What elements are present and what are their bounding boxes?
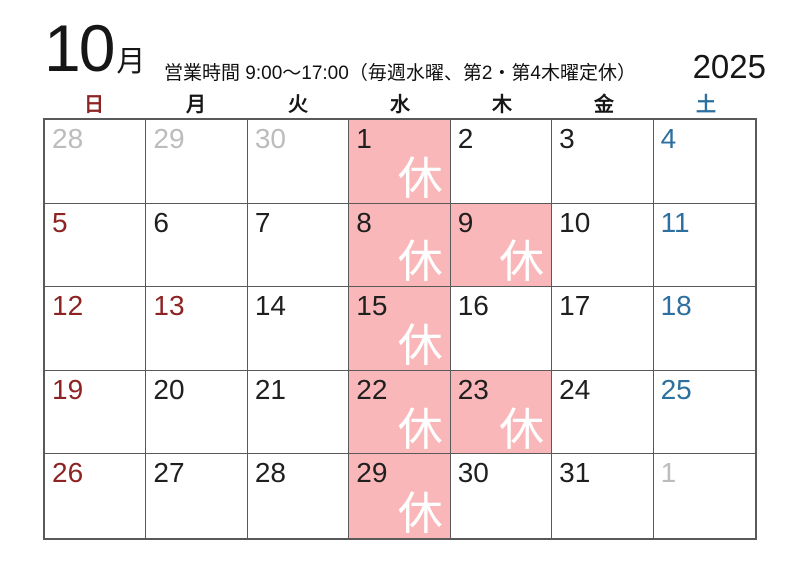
day-cell: 4 bbox=[653, 120, 755, 204]
closed-mark: 休 bbox=[397, 320, 443, 372]
day-number: 2 bbox=[457, 123, 474, 154]
day-number: 16 bbox=[457, 290, 489, 322]
day-number: 23 bbox=[457, 373, 489, 405]
day-number: 28 bbox=[254, 457, 286, 489]
day-number: 29 bbox=[356, 457, 388, 489]
day-number: 24 bbox=[559, 373, 591, 405]
day-number: 6 bbox=[153, 206, 169, 238]
closed-mark: 休 bbox=[397, 403, 443, 455]
day-cell: 14 bbox=[247, 287, 350, 371]
day-number: 27 bbox=[153, 457, 185, 489]
day-cell: 29 休 bbox=[349, 454, 451, 540]
day-cell: 30 bbox=[450, 454, 553, 538]
day-number: 29 bbox=[153, 123, 185, 154]
day-number: 18 bbox=[660, 290, 692, 322]
weekday-label-sun: 日 bbox=[84, 94, 104, 116]
day-cell: 6 bbox=[146, 203, 248, 288]
day-cell: 22 休 bbox=[349, 370, 451, 455]
day-number: 17 bbox=[559, 290, 591, 322]
day-cell: 27 bbox=[146, 454, 248, 538]
day-number: 13 bbox=[153, 290, 185, 322]
weekday-label-wed: 水 bbox=[390, 94, 410, 116]
day-cell: 13 bbox=[146, 287, 248, 371]
weekday-label-mon: 月 bbox=[186, 94, 206, 116]
weekday-label-thu: 木 bbox=[492, 94, 512, 116]
day-cell: 28 bbox=[45, 120, 147, 204]
day-number: 9 bbox=[457, 206, 474, 238]
day-cell: 16 bbox=[450, 287, 553, 371]
day-number: 14 bbox=[254, 290, 286, 322]
day-cell: 17 bbox=[552, 287, 654, 371]
day-cell: 28 bbox=[247, 454, 350, 538]
weekday-label-fri: 金 bbox=[594, 94, 614, 116]
day-cell: 7 bbox=[247, 203, 350, 288]
day-number: 30 bbox=[457, 457, 489, 489]
weekday-label-sat: 土 bbox=[696, 94, 716, 116]
day-number: 25 bbox=[660, 373, 692, 405]
weekday-header-row: 日 月 火 水 木 金 土 bbox=[43, 88, 757, 117]
closed-mark: 休 bbox=[499, 403, 545, 455]
day-number: 30 bbox=[254, 123, 286, 154]
closed-mark: 休 bbox=[397, 488, 443, 540]
day-cell: 18 bbox=[653, 287, 755, 371]
day-number: 1 bbox=[356, 123, 372, 154]
month-unit-kanji: 月 bbox=[116, 46, 146, 78]
year-label: 2025 bbox=[692, 48, 766, 85]
business-hours-text: 営業時間 9:00～17:00（毎週水曜、第2・第4木曜定休） bbox=[164, 63, 636, 84]
month-number: 10 bbox=[44, 11, 115, 85]
day-cell: 11 bbox=[653, 203, 755, 288]
day-number: 31 bbox=[559, 457, 591, 489]
day-cell: 1 bbox=[653, 454, 755, 538]
day-number: 21 bbox=[254, 373, 286, 405]
day-cell: 19 bbox=[45, 370, 147, 455]
day-number: 1 bbox=[660, 457, 677, 489]
day-cell: 5 bbox=[45, 203, 147, 288]
day-number: 22 bbox=[356, 373, 388, 405]
day-cell: 29 bbox=[146, 120, 248, 204]
day-cell: 25 bbox=[653, 370, 755, 455]
day-number: 15 bbox=[356, 290, 388, 322]
day-number: 20 bbox=[153, 373, 185, 405]
day-cell: 31 bbox=[552, 454, 654, 538]
day-cell: 23 休 bbox=[450, 370, 553, 455]
day-cell: 20 bbox=[146, 370, 248, 455]
closed-mark: 休 bbox=[397, 152, 443, 204]
day-number: 10 bbox=[559, 206, 591, 238]
day-cell: 3 bbox=[552, 120, 654, 204]
day-cell: 26 bbox=[45, 454, 147, 538]
day-number: 12 bbox=[52, 290, 84, 322]
weekday-label-tue: 火 bbox=[288, 94, 308, 116]
day-cell: 12 bbox=[45, 287, 147, 371]
day-number: 26 bbox=[52, 457, 84, 489]
closed-mark: 休 bbox=[499, 236, 545, 288]
closed-mark: 休 bbox=[397, 236, 443, 288]
day-number: 19 bbox=[52, 373, 84, 405]
day-number: 28 bbox=[52, 123, 84, 154]
day-cell: 24 bbox=[552, 370, 654, 455]
day-cell: 15 休 bbox=[349, 287, 451, 372]
day-number: 11 bbox=[660, 206, 690, 238]
day-number: 3 bbox=[559, 123, 575, 154]
day-number: 7 bbox=[254, 206, 271, 238]
day-number: 8 bbox=[356, 206, 372, 238]
month-title: 10 月 bbox=[44, 11, 146, 85]
day-cell: 2 bbox=[450, 120, 553, 204]
day-number: 5 bbox=[52, 206, 68, 238]
day-number: 4 bbox=[660, 123, 677, 154]
day-cell: 30 bbox=[247, 120, 350, 204]
day-cell: 10 bbox=[552, 203, 654, 288]
day-cell: 21 bbox=[247, 370, 350, 455]
